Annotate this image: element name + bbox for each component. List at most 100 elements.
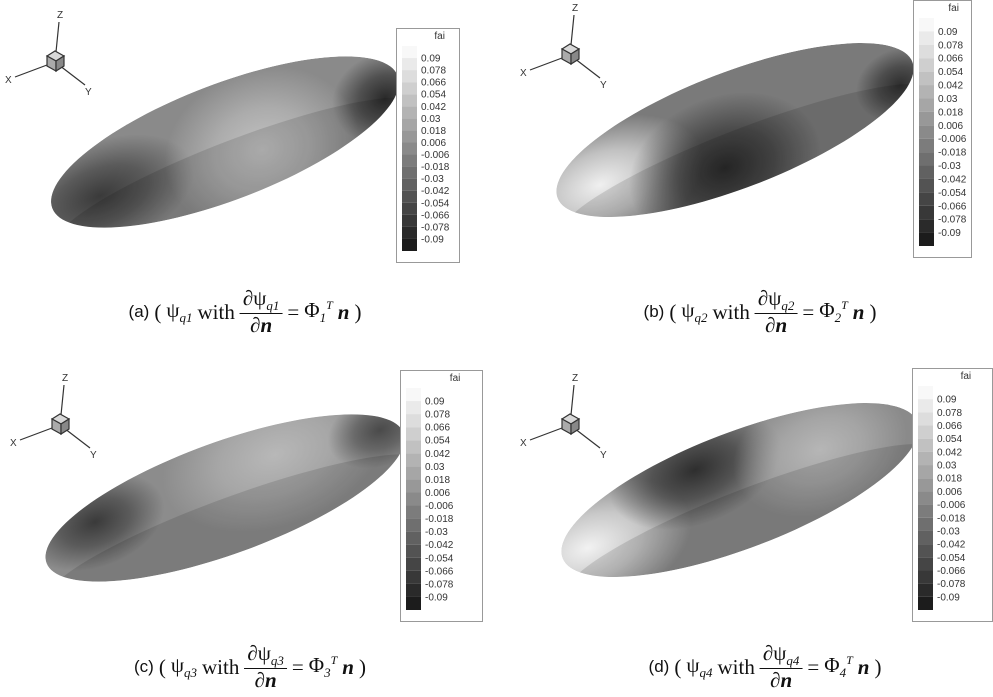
- legend-swatch: [406, 388, 421, 402]
- legend-swatch: [402, 82, 417, 95]
- transpose: T: [326, 298, 333, 313]
- legend-swatch: [918, 425, 933, 439]
- legend-swatch: [406, 518, 421, 532]
- legend-swatch: [918, 530, 933, 545]
- paren: ): [358, 654, 366, 679]
- legend-label: -0.066: [937, 566, 966, 577]
- subscript: q2: [694, 310, 708, 326]
- legend-label: 0.09: [937, 395, 957, 406]
- axis-label: X: [520, 438, 527, 449]
- panel-label: (b): [643, 302, 665, 322]
- legend-label: 0.078: [421, 66, 446, 77]
- equals: =: [802, 299, 815, 324]
- panel: ZXYfai0.090.0780.0660.0540.0420.030.0180…: [5, 10, 460, 263]
- paren: (: [154, 299, 162, 324]
- n: n: [337, 299, 350, 324]
- legend-label: -0.078: [938, 215, 967, 226]
- phi-index: 4: [839, 665, 847, 681]
- caption: (a)(ψq1 with ∂ψq1 ∂n = Φ1T n): [129, 286, 362, 338]
- legend-swatch: [919, 85, 934, 99]
- psi: ψ: [768, 286, 782, 310]
- legend-swatch: [918, 596, 933, 610]
- shade: [565, 443, 939, 602]
- legend-label: -0.042: [938, 174, 967, 185]
- legend-swatch: [406, 479, 421, 493]
- legend-label: 0.03: [938, 94, 958, 105]
- partial: ∂: [250, 313, 261, 338]
- axis-label: Y: [90, 450, 97, 461]
- legend-swatch: [919, 152, 934, 166]
- legend-swatch: [919, 219, 934, 233]
- legend-label: 0.066: [937, 421, 962, 432]
- panel: ZXYfai0.090.0780.0660.0540.0420.030.0180…: [520, 0, 972, 258]
- legend-label: 0.09: [421, 54, 441, 65]
- legend-label: 0.03: [421, 114, 441, 125]
- legend-swatch: [402, 166, 417, 179]
- legend-label: 0.066: [425, 423, 450, 434]
- partial: ∂: [757, 286, 769, 310]
- psi: ψq4: [686, 653, 713, 681]
- fraction: ∂ψq4 ∂n: [759, 641, 803, 693]
- psi: ψq3: [170, 653, 198, 681]
- partial: ∂: [762, 641, 774, 665]
- legend-swatch: [406, 453, 421, 467]
- n: n: [857, 654, 870, 679]
- legend-label: -0.066: [421, 210, 450, 221]
- axis-triad: [19, 384, 91, 449]
- legend-label: 0.054: [421, 90, 446, 101]
- legend-label: 0.054: [938, 67, 963, 78]
- legend-label: -0.054: [421, 198, 450, 209]
- legend-label: 0.054: [937, 434, 962, 445]
- subscript: q3: [270, 653, 284, 669]
- legend-label: 0.042: [938, 81, 963, 92]
- phi: Φ1T: [304, 298, 333, 326]
- with: with: [717, 654, 755, 679]
- transpose: T: [846, 653, 853, 668]
- subscript: q2: [781, 298, 795, 314]
- paren: (: [669, 299, 677, 324]
- legend-label: -0.006: [425, 501, 454, 512]
- legend-label: 0.006: [421, 138, 446, 149]
- legend-label: 0.09: [425, 397, 445, 408]
- shade: [55, 97, 419, 252]
- legend-label: 0.078: [425, 410, 450, 421]
- psi: ψ: [257, 641, 271, 665]
- phi: Φ4T: [824, 653, 853, 681]
- legend-label: 0.042: [421, 102, 446, 113]
- n: n: [342, 654, 354, 679]
- phi: Φ3T: [309, 653, 338, 681]
- denominator: ∂n: [765, 314, 787, 337]
- legend-swatch: [919, 98, 934, 112]
- legend-title: fai: [961, 371, 972, 382]
- legend-swatch: [919, 192, 934, 206]
- numerator: ∂ψq2: [754, 286, 798, 315]
- legend-swatch: [918, 517, 933, 531]
- legend-swatch: [919, 58, 934, 72]
- equals: =: [807, 654, 820, 679]
- legend-swatch: [402, 214, 417, 227]
- legend-swatch: [406, 401, 421, 415]
- psi: ψ: [773, 641, 787, 665]
- legend-label: 0.09: [938, 27, 958, 38]
- legend-swatch: [402, 154, 417, 167]
- legend-label: 0.03: [425, 462, 445, 473]
- legend-swatch: [406, 492, 421, 506]
- n: n: [852, 299, 865, 324]
- fraction: ∂ψq3 ∂n: [244, 641, 287, 693]
- legend-label: -0.054: [938, 188, 967, 199]
- legend-label: 0.018: [937, 474, 962, 485]
- legend-swatch: [402, 202, 417, 215]
- axis-label: X: [520, 68, 527, 79]
- partial: ∂: [247, 641, 258, 665]
- shade: [560, 83, 934, 242]
- legend-label: 0.066: [938, 54, 963, 65]
- partial: ∂: [765, 313, 776, 338]
- legend-swatch: [919, 111, 934, 126]
- axis-triad: [529, 14, 601, 79]
- legend-swatch: [402, 142, 417, 155]
- legend-label: -0.018: [421, 162, 450, 173]
- legend-label: -0.042: [425, 540, 454, 551]
- panel: ZXYfai0.090.0780.0660.0540.0420.030.0180…: [520, 368, 993, 622]
- legend-label: -0.018: [938, 148, 967, 159]
- legend-label: 0.054: [425, 436, 450, 447]
